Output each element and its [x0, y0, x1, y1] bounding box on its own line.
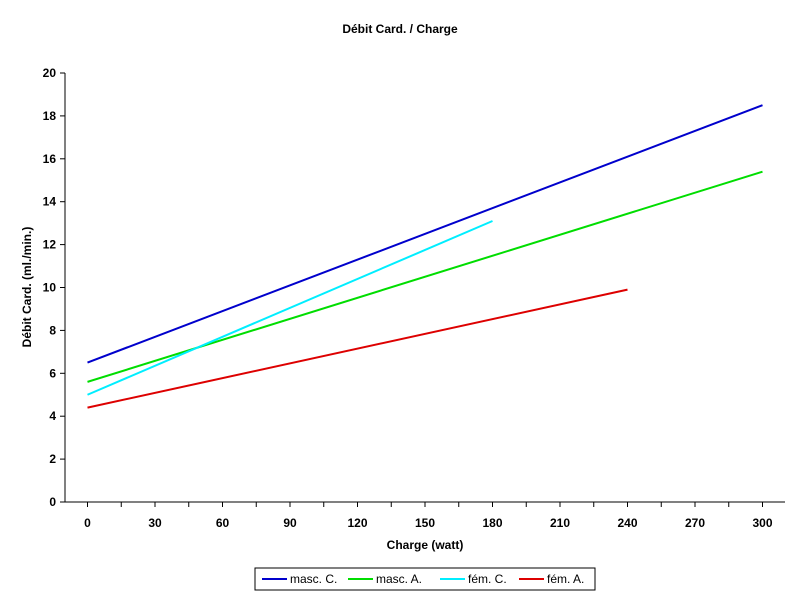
x-tick-label: 0 — [84, 516, 91, 530]
legend-label: fém. C. — [468, 572, 507, 586]
x-tick-label: 90 — [283, 516, 297, 530]
y-tick-label: 0 — [49, 495, 56, 509]
x-tick-label: 300 — [752, 516, 772, 530]
y-tick-label: 6 — [49, 366, 56, 380]
x-tick-label: 30 — [148, 516, 162, 530]
series-lines — [87, 104, 763, 409]
chart-title: Débit Card. / Charge — [342, 22, 458, 36]
x-axis-title: Charge (watt) — [387, 538, 464, 552]
y-tick-label: 2 — [49, 452, 56, 466]
y-tick-label: 8 — [49, 323, 56, 337]
y-tick-label: 4 — [49, 409, 56, 423]
series-line-3 — [87, 220, 493, 396]
y-tick-label: 10 — [43, 281, 57, 295]
x-tick-label: 270 — [685, 516, 705, 530]
x-tick-label: 60 — [216, 516, 230, 530]
y-tick-label: 18 — [43, 109, 57, 123]
ticks: 0 2 4 6 8 10 12 14 16 18 20 0 30 60 90 120 150 180 210 240 2… — [43, 66, 773, 530]
legend-label: masc. C. — [290, 572, 337, 586]
series-line-4 — [87, 288, 628, 409]
y-tick-label: 14 — [43, 195, 57, 209]
y-tick-label: 20 — [43, 66, 57, 80]
legend-box — [254, 567, 596, 591]
plot-area: 0 2 4 6 8 10 12 14 16 18 20 0 30 60 90 120 150 180 210 240 2… — [43, 66, 785, 530]
x-tick-label: 120 — [347, 516, 367, 530]
x-tick-label: 150 — [415, 516, 435, 530]
legend: masc. C. masc. A. fém. C. fém. A. — [254, 567, 596, 591]
legend-label: masc. A. — [376, 572, 422, 586]
x-tick-label: 180 — [482, 516, 502, 530]
x-tick-label: 210 — [550, 516, 570, 530]
y-axis-title: Débit Card. (ml./min.) — [20, 227, 34, 348]
legend-label: fém. A. — [547, 572, 584, 586]
legend-items: masc. C. masc. A. fém. C. fém. A. — [262, 572, 584, 586]
series-line-1 — [87, 104, 763, 364]
y-tick-label: 16 — [43, 152, 57, 166]
x-tick-label: 240 — [617, 516, 637, 530]
y-tick-label: 12 — [43, 238, 57, 252]
